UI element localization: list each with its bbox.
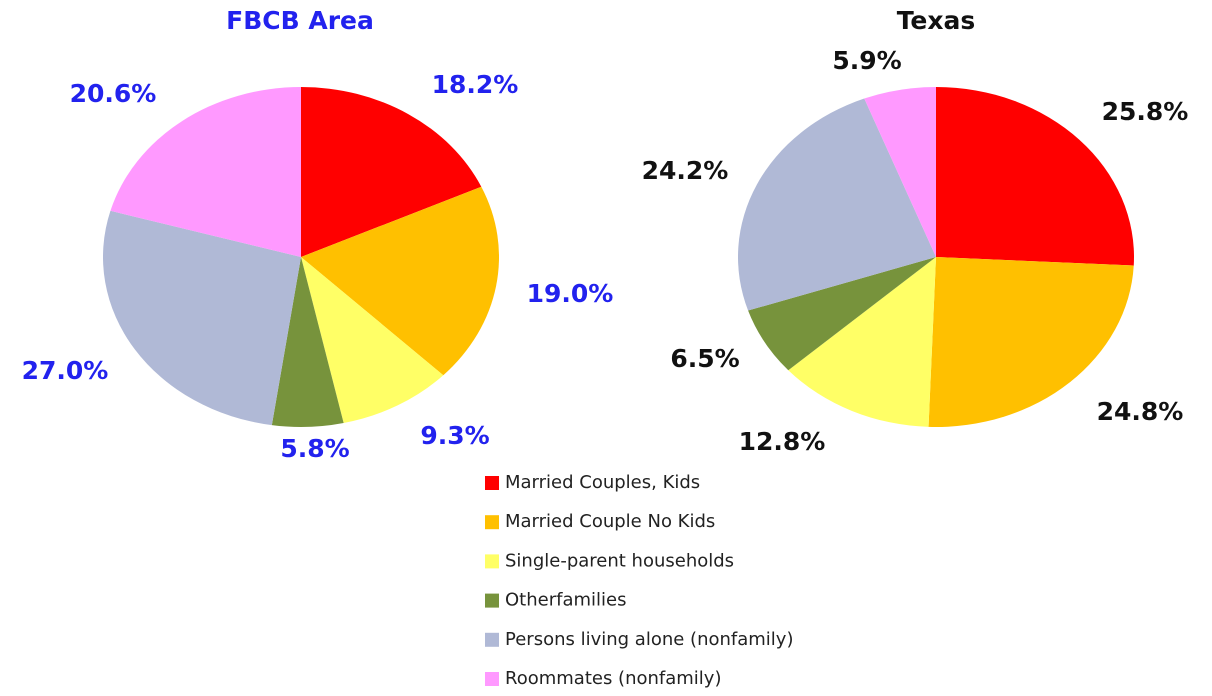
pie-slice [102, 210, 302, 426]
data-label: 9.3% [420, 421, 489, 450]
chart-title: FBCB Area [226, 6, 374, 35]
data-label: 19.0% [527, 279, 614, 308]
legend-swatch [485, 554, 499, 569]
pie-slice [738, 98, 936, 311]
legend-label: Married Couples, Kids [505, 472, 700, 493]
pie-slice [110, 86, 301, 258]
pie-slice [271, 257, 344, 428]
legend-swatch [485, 476, 499, 490]
data-label: 18.2% [432, 70, 519, 99]
pie-slice [928, 257, 1134, 427]
pie-slice [788, 257, 936, 427]
pie-slice [936, 87, 1134, 266]
legend-label: Persons living alone (nonfamily) [505, 629, 793, 650]
pie-slice [301, 257, 444, 424]
legend-swatch [485, 515, 499, 530]
chart-title: Texas [897, 6, 976, 35]
legend-label: Roommates (nonfamily) [505, 668, 721, 689]
data-label: 12.8% [739, 427, 826, 456]
data-label: 24.8% [1097, 397, 1184, 426]
data-label: 24.2% [642, 156, 729, 185]
data-label: 20.6% [70, 79, 157, 108]
data-label: 27.0% [22, 356, 109, 385]
pie-slice [748, 257, 936, 371]
data-label: 25.8% [1102, 97, 1189, 126]
pie-slice [301, 87, 482, 257]
pie-slice [301, 186, 499, 376]
data-label: 6.5% [670, 344, 739, 373]
legend-swatch [485, 632, 499, 647]
pie-slice [864, 87, 936, 257]
data-label: 5.9% [832, 46, 901, 75]
legend-label: Single-parent households [505, 550, 734, 571]
legend-swatch [485, 593, 499, 608]
data-label: 5.8% [280, 434, 349, 463]
legend-label: Otherfamilies [505, 590, 626, 611]
legend-label: Married Couple No Kids [505, 511, 715, 532]
legend-swatch [485, 672, 499, 686]
